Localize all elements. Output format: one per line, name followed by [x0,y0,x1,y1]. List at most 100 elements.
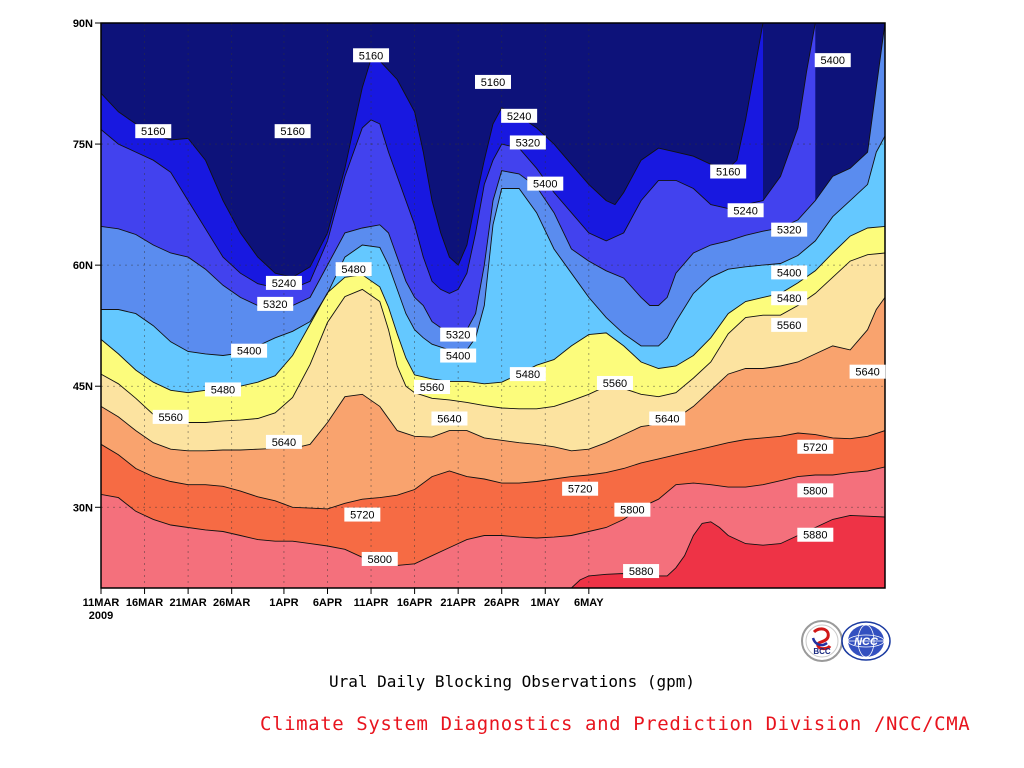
contour-label: 5800 [797,483,834,498]
contour-label-bg [231,343,268,358]
contour-label: 5240 [501,108,538,123]
contour-label-text: 5880 [629,566,653,578]
contour-line [101,23,885,335]
contour-label-bg [727,203,764,218]
contour-label-text: 5400 [533,179,557,191]
contour-label: 5320 [509,135,546,150]
bcc-logo-text: BCC [813,647,831,656]
x-tick-label: 6MAY [574,597,604,609]
axis-ticks: 11MAR 16MAR 21MAR 26MAR 1APR 6APR 11APR 16APR 21… [73,18,604,622]
contour-label-text: 5160 [141,126,165,138]
contour-label: 5400 [231,343,268,358]
ncc-logo: NCC [841,621,891,661]
contour-label: 5160 [710,164,747,179]
contour-label: 5160 [475,74,511,89]
contour-label-bg [135,124,172,139]
plot-frame [100,22,886,589]
y-tick-label: 45N [73,381,93,393]
contour-label-bg [527,176,564,191]
contour-line [101,23,764,278]
contour-label-text: 5480 [516,369,540,381]
contour-label-text: 5400 [820,55,844,67]
contour-label-text: 5240 [507,111,531,123]
contour-line [101,430,885,510]
contour-label-text: 5560 [603,378,627,390]
contour-label: 5400 [527,176,564,191]
contour-label: 5240 [727,203,764,218]
contour-label-bg [771,291,808,306]
contour-label-bg [475,74,511,89]
contour-label: 5480 [204,382,241,397]
contour-label-text: 5720 [803,442,827,454]
contour-label-text: 5320 [516,137,540,149]
contour-label-bg [257,296,294,311]
contour-label-bg [440,327,477,342]
contour-line [101,252,885,423]
contour-label-bg [431,411,468,426]
contour-label: 5480 [509,367,546,382]
contour-label-bg [797,439,834,454]
contour-label: 5800 [614,502,651,517]
x-tick-label: 11MAR [83,597,120,609]
contour-label: 5240 [265,275,302,290]
contour-label-text: 5640 [655,414,679,426]
contour-label-bg [353,48,390,63]
contour-label: 5640 [849,364,886,379]
contour-label-bg [414,380,451,395]
contour-label-text: 5720 [350,510,374,522]
contour-label: 5400 [814,53,851,68]
contour-label-bg [509,135,546,150]
contour-label-text: 5400 [446,351,470,363]
contour-fills [101,23,885,588]
x-tick-label: 6APR [313,597,342,609]
contour-label: 5560 [596,375,633,390]
contour-label-text: 5400 [777,267,801,279]
contour-line [571,514,885,588]
contour-label-bg [797,483,834,498]
contour-label: 5320 [257,296,294,311]
contour-label-text: 5480 [341,264,365,276]
x-year-label: 2009 [89,610,113,622]
contour-label-text: 5560 [158,412,182,424]
contour-label-bg [849,364,886,379]
contour-line [101,297,885,452]
contour-label-text: 5640 [272,437,296,449]
x-tick-label: 26MAR [213,597,250,609]
contour-label-text: 5880 [803,530,827,542]
contour-label: 5560 [771,317,808,332]
contour-label: 5800 [361,551,398,566]
x-tick-label: 16APR [397,597,433,609]
contour-label-bg [614,502,651,517]
contour-label: 5720 [797,439,834,454]
contour-label: 5720 [344,507,381,522]
contour-label: 5320 [440,327,477,342]
contour-line [101,23,816,294]
y-tick-label: 30N [73,502,93,514]
contour-label: 5160 [274,124,311,138]
x-tick-label: 1APR [269,597,298,609]
contour-label-bg [710,164,747,179]
x-tick-label: 26APR [484,597,520,609]
contour-label: 5640 [431,411,468,426]
y-tick-label: 90N [73,18,93,30]
contour-label-text: 5160 [359,50,383,62]
contour-label-text: 5480 [211,384,235,396]
contour-label: 5880 [797,527,834,542]
contour-label: 5640 [649,411,686,426]
contour-label-text: 5160 [716,167,740,179]
contour-label-bg [265,275,302,290]
contour-label-bg [361,551,398,566]
contour-label-bg [814,53,851,68]
contour-label-text: 5560 [777,320,801,332]
credit-line: Climate System Diagnostics and Predictio… [260,713,971,735]
contour-label-bg [771,265,808,280]
contour-label-text: 5320 [446,330,470,342]
contour-label-text: 5640 [855,367,879,379]
contour-label-text: 5240 [272,278,296,290]
contour-label: 5480 [335,262,372,277]
contour-label-bg [797,527,834,542]
contour-label-bg [344,507,381,522]
contour-label: 5160 [353,48,390,63]
contour-label-bg [335,262,372,277]
